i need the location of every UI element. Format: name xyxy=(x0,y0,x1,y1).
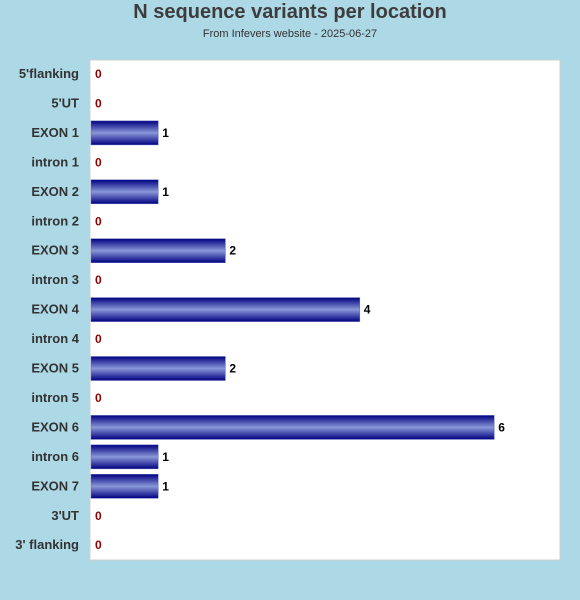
category-label: intron 2 xyxy=(31,213,79,228)
value-label: 0 xyxy=(95,155,102,169)
category-label: EXON 2 xyxy=(31,184,79,199)
bar xyxy=(90,238,226,263)
chart-title: N sequence variants per location xyxy=(133,1,447,23)
bar xyxy=(90,356,226,381)
category-label: 3' flanking xyxy=(15,537,79,552)
category-label: 3'UT xyxy=(51,508,79,523)
category-label: intron 1 xyxy=(31,154,79,169)
bar xyxy=(90,120,159,146)
value-label: 0 xyxy=(95,67,102,81)
category-label: EXON 4 xyxy=(31,302,79,317)
category-label: EXON 6 xyxy=(31,419,79,434)
value-label: 6 xyxy=(498,420,505,434)
value-label: 0 xyxy=(95,96,102,110)
value-label: 0 xyxy=(95,332,102,346)
chart-subtitle: From Infevers website - 2025-06-27 xyxy=(202,28,378,40)
value-label: 0 xyxy=(95,538,102,552)
value-label: 0 xyxy=(95,509,102,523)
category-label: intron 5 xyxy=(31,390,79,405)
bar xyxy=(90,474,159,499)
category-label: 5'UT xyxy=(51,95,79,110)
value-label: 2 xyxy=(229,362,236,376)
value-label: 4 xyxy=(364,303,371,317)
category-label: intron 3 xyxy=(31,272,79,287)
category-label: intron 4 xyxy=(31,331,79,346)
value-label: 2 xyxy=(229,244,236,258)
value-label: 1 xyxy=(162,126,169,140)
category-label: EXON 5 xyxy=(31,361,79,376)
value-label: 1 xyxy=(162,479,169,493)
value-label: 0 xyxy=(95,214,102,228)
value-label: 0 xyxy=(95,391,102,405)
value-label: 1 xyxy=(162,185,169,199)
bar xyxy=(90,415,495,440)
bar xyxy=(90,297,361,322)
category-label: EXON 1 xyxy=(31,125,79,140)
value-label: 1 xyxy=(162,450,169,464)
bar xyxy=(90,179,159,205)
bar xyxy=(90,444,159,470)
category-label: EXON 7 xyxy=(31,478,79,493)
value-label: 0 xyxy=(95,273,102,287)
category-label: intron 6 xyxy=(31,449,79,464)
category-label: EXON 3 xyxy=(31,243,79,258)
category-label: 5'flanking xyxy=(19,66,79,81)
